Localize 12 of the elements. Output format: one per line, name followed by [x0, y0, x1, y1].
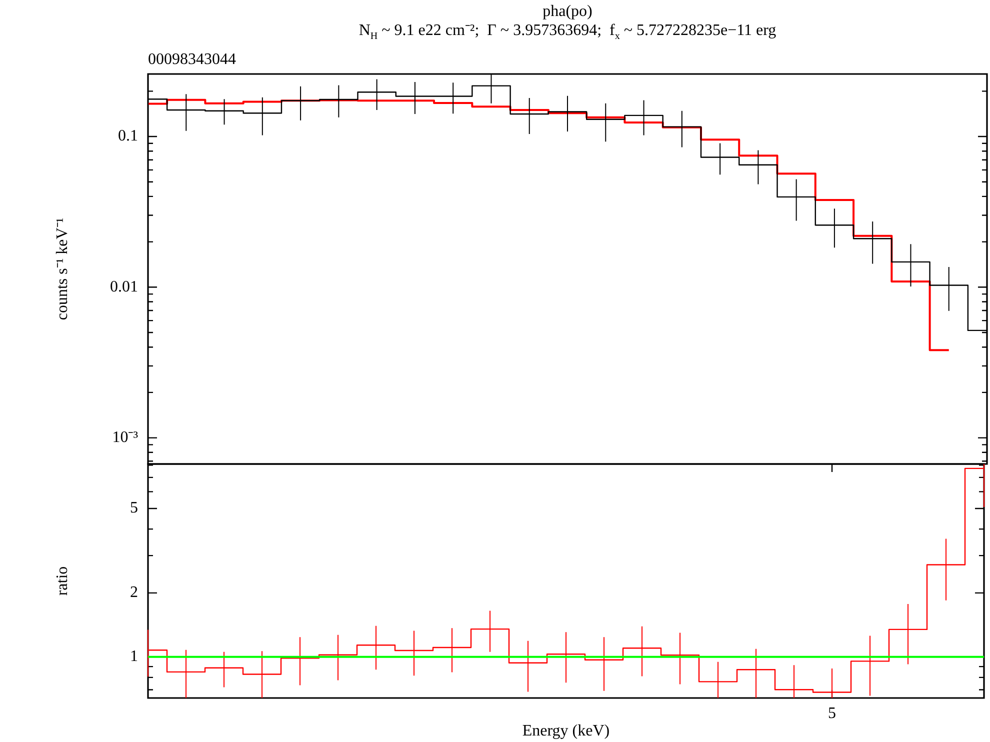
y-tick-label: 0.1 [118, 128, 138, 145]
chart-subtitle: N$_{H}$ ~ 9.1 e22 cm⁻²; Γ ~ 3.957363694; f$_{x}$ ~ 5.727228235e−11 erg [358, 22, 778, 44]
y-tick-label: 5 [130, 500, 138, 517]
y-tick-label: 2 [130, 584, 138, 602]
chart-title: pha(po) [542, 3, 594, 21]
y-axis-title: counts s⁻¹ keV⁻¹ [54, 218, 71, 320]
y-tick-label: 0.01 [110, 278, 138, 296]
y-axis-title: ratio [54, 566, 71, 596]
text: 00098343044 [148, 51, 236, 69]
y-tick-label: 1 [130, 648, 138, 666]
y-tick-label: 10⁻³ [112, 429, 138, 446]
x-axis-title: Energy (keV) [522, 722, 610, 740]
